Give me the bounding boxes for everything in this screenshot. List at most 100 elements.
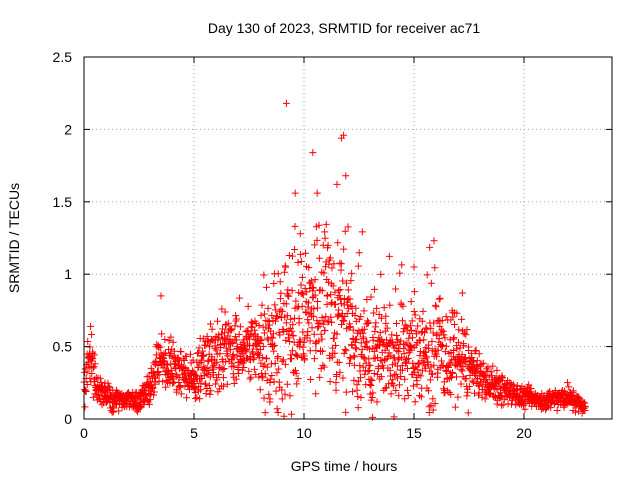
data-point (110, 404, 118, 412)
data-point (233, 336, 241, 344)
data-point (282, 300, 290, 308)
data-point (412, 330, 420, 338)
data-point (159, 364, 167, 372)
data-point (271, 301, 279, 309)
data-point (221, 308, 229, 316)
data-point (498, 392, 506, 400)
data-point (189, 356, 197, 364)
data-point (186, 350, 194, 358)
data-point (288, 252, 296, 260)
data-point (359, 363, 367, 371)
data-point (404, 354, 412, 362)
data-point (426, 243, 434, 251)
data-point (304, 328, 312, 336)
data-point (371, 285, 379, 293)
data-point (215, 371, 223, 379)
data-point (396, 269, 404, 277)
data-point (373, 304, 381, 312)
data-point (245, 335, 253, 343)
data-point (396, 381, 404, 389)
data-point (322, 313, 330, 321)
data-point (454, 393, 462, 401)
data-point (161, 335, 169, 343)
data-point (311, 241, 319, 249)
data-point (525, 381, 533, 389)
data-point (342, 172, 350, 180)
data-point (270, 341, 278, 349)
data-point (429, 329, 437, 337)
data-point (215, 363, 223, 371)
data-point (300, 338, 308, 346)
data-point (177, 390, 185, 398)
data-point (397, 299, 405, 307)
data-point (451, 403, 459, 411)
data-point (369, 413, 377, 421)
data-point (256, 346, 264, 354)
data-point (458, 289, 466, 297)
data-point (328, 264, 336, 272)
data-point (293, 304, 301, 312)
data-point (401, 341, 409, 349)
data-point (319, 347, 327, 355)
data-point (344, 223, 352, 231)
data-point (479, 359, 487, 367)
data-point (288, 327, 296, 335)
data-point (382, 319, 390, 327)
data-point (240, 345, 248, 353)
data-point (323, 292, 331, 300)
data-point (213, 317, 221, 325)
data-point (463, 392, 471, 400)
data-point (266, 395, 274, 403)
data-point (433, 352, 441, 360)
data-point (431, 264, 439, 272)
data-point (182, 352, 190, 360)
data-point (455, 326, 463, 334)
data-point (266, 321, 274, 329)
data-point (84, 338, 92, 346)
data-point (294, 375, 302, 382)
data-point (344, 301, 352, 309)
data-point (468, 377, 476, 385)
data-point (453, 345, 461, 353)
data-point (183, 394, 191, 402)
data-point (351, 312, 359, 320)
data-point (344, 286, 352, 294)
data-point (330, 260, 338, 268)
data-point (374, 365, 382, 373)
data-point (259, 342, 267, 350)
data-point (404, 364, 412, 372)
data-point (333, 372, 341, 380)
data-point (274, 353, 282, 361)
data-point (170, 347, 178, 355)
data-point (315, 337, 323, 345)
data-point (427, 279, 435, 287)
data-point (280, 268, 288, 276)
data-point (202, 380, 210, 388)
data-point (340, 317, 348, 325)
data-point (260, 394, 268, 402)
data-point (318, 335, 326, 343)
data-point (458, 315, 466, 323)
data-point (292, 350, 300, 358)
data-point (151, 380, 159, 388)
data-point (355, 377, 363, 385)
data-point (321, 234, 329, 242)
data-point (263, 355, 271, 363)
data-point (260, 271, 268, 279)
data-point (327, 291, 335, 299)
data-point (216, 350, 224, 358)
data-point (165, 337, 173, 345)
data-point (420, 336, 428, 344)
data-point (400, 350, 408, 358)
data-point (346, 353, 354, 361)
data-point (324, 241, 332, 249)
data-point (177, 348, 185, 356)
data-points-layer (80, 99, 589, 421)
data-point (309, 313, 317, 321)
data-point (392, 386, 400, 394)
data-point (206, 343, 214, 351)
data-point (347, 277, 355, 285)
y-axis-label: SRMTID / TECUs (6, 183, 22, 293)
data-point (406, 330, 414, 338)
data-point (387, 372, 395, 380)
